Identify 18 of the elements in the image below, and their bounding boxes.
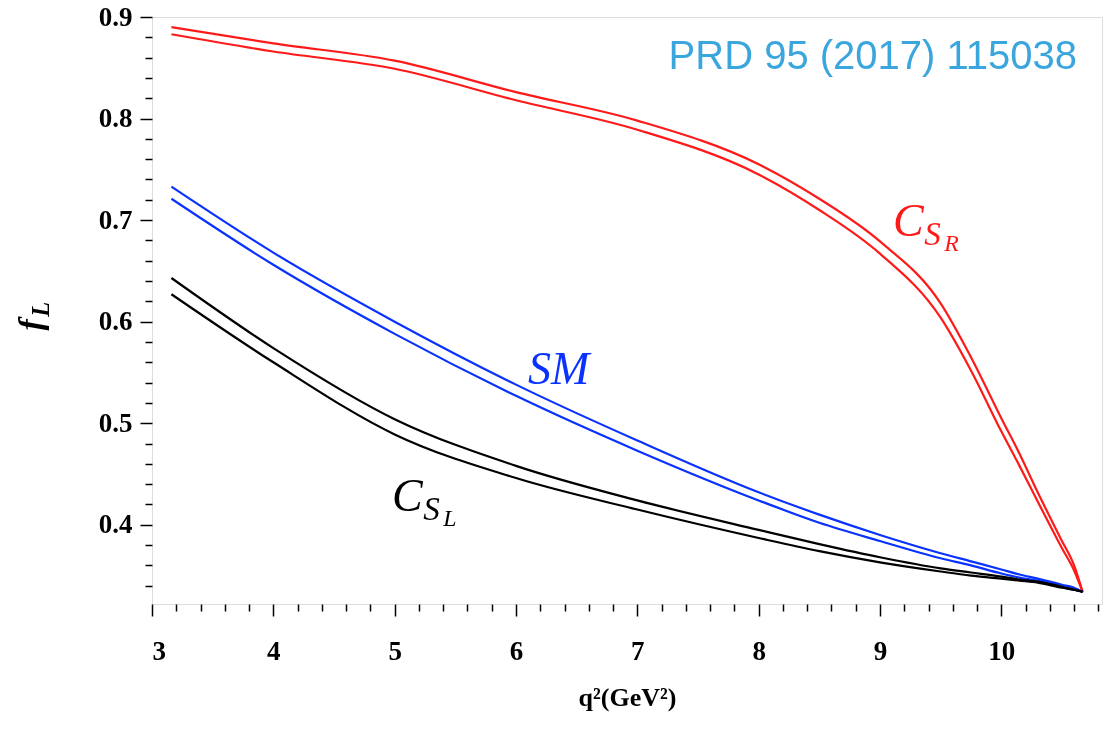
x-axis-title: q²(GeV²) — [578, 682, 677, 712]
x-tick-label: 8 — [752, 635, 766, 666]
y-axis-title: fL — [12, 301, 54, 331]
y-tick-label: 0.7 — [98, 204, 133, 235]
series-label: SM — [528, 343, 592, 394]
x-tick-label: 4 — [267, 635, 281, 666]
y-tick-label: 0.5 — [98, 407, 133, 438]
y-tick-label: 0.6 — [98, 306, 133, 337]
x-tick-label: 5 — [388, 635, 402, 666]
y-tick-label: 0.4 — [98, 509, 133, 540]
annotation: PRD 95 (2017) 115038 — [668, 33, 1077, 77]
x-tick-label: 3 — [152, 635, 166, 666]
x-tick-label: 10 — [988, 635, 1016, 666]
y-tick-label: 0.8 — [98, 103, 133, 134]
y-tick-label: 0.9 — [98, 1, 133, 32]
x-tick-label: 7 — [631, 635, 645, 666]
x-tick-label: 9 — [873, 635, 888, 666]
x-tick-label: 6 — [509, 635, 524, 666]
